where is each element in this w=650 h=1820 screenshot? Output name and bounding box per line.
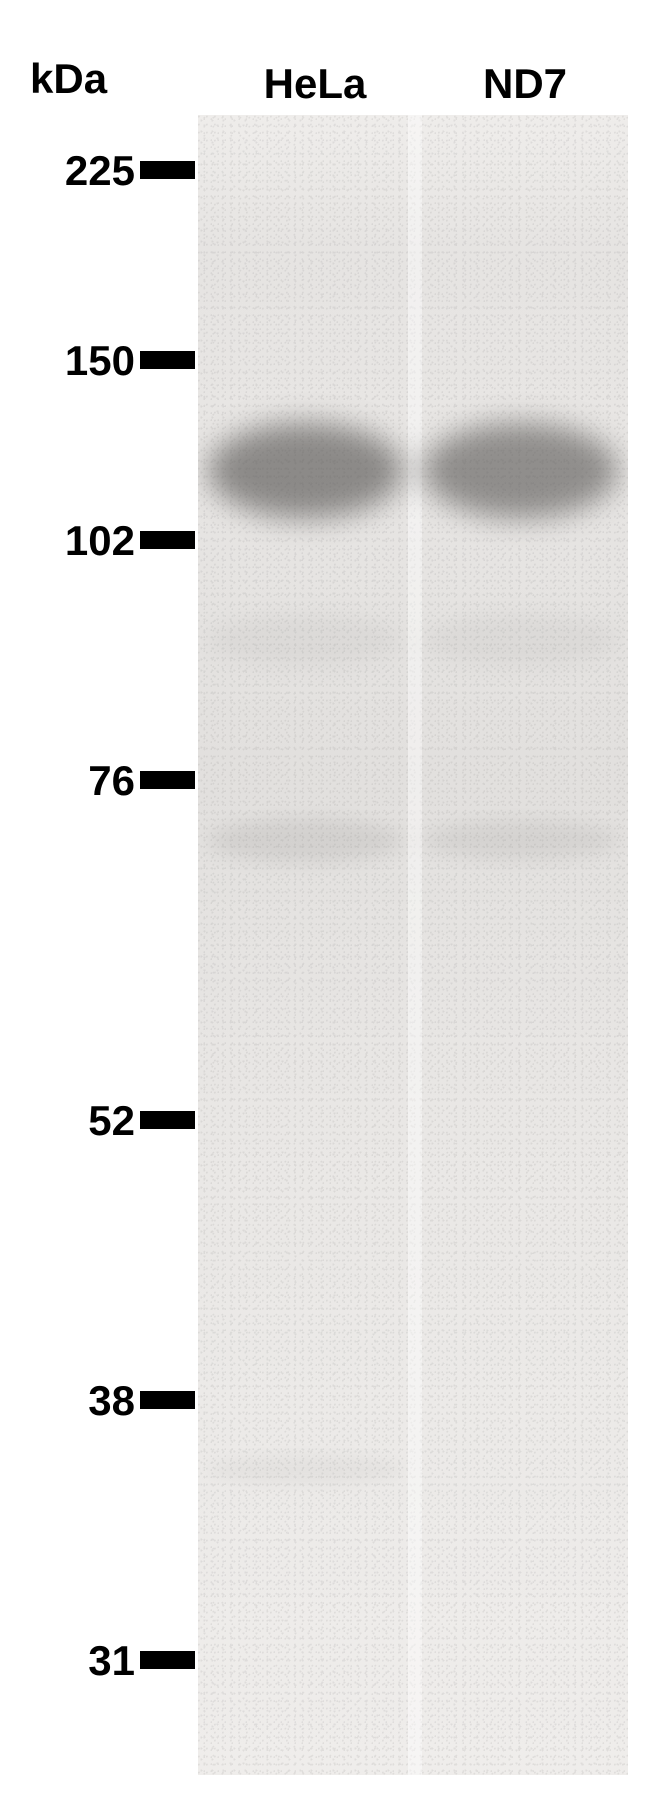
blot-membrane bbox=[198, 115, 628, 1775]
unit-label: kDa bbox=[30, 55, 107, 103]
protein-band bbox=[423, 615, 618, 665]
ladder-marker bbox=[140, 771, 195, 789]
ladder-value: 150 bbox=[0, 337, 135, 385]
ladder-value: 76 bbox=[0, 757, 135, 805]
protein-band bbox=[208, 615, 403, 665]
protein-band bbox=[208, 423, 403, 518]
protein-band bbox=[423, 423, 618, 518]
ladder-value: 52 bbox=[0, 1097, 135, 1145]
ladder-value: 31 bbox=[0, 1637, 135, 1685]
lane-label-hela: HeLa bbox=[255, 60, 375, 108]
ladder-marker bbox=[140, 1111, 195, 1129]
ladder-marker bbox=[140, 531, 195, 549]
ladder-marker bbox=[140, 161, 195, 179]
lane-label-nd7: ND7 bbox=[465, 60, 585, 108]
ladder-value: 102 bbox=[0, 517, 135, 565]
ladder-marker bbox=[140, 351, 195, 369]
protein-band bbox=[208, 818, 403, 863]
protein-band bbox=[423, 820, 618, 860]
ladder-value: 225 bbox=[0, 147, 135, 195]
protein-band bbox=[208, 1455, 403, 1485]
ladder-value: 38 bbox=[0, 1377, 135, 1425]
ladder-marker bbox=[140, 1391, 195, 1409]
ladder-marker bbox=[140, 1651, 195, 1669]
lane-divider bbox=[408, 115, 422, 1775]
blot-figure: kDa HeLa ND7 225 150 102 76 52 38 31 bbox=[0, 0, 650, 1820]
